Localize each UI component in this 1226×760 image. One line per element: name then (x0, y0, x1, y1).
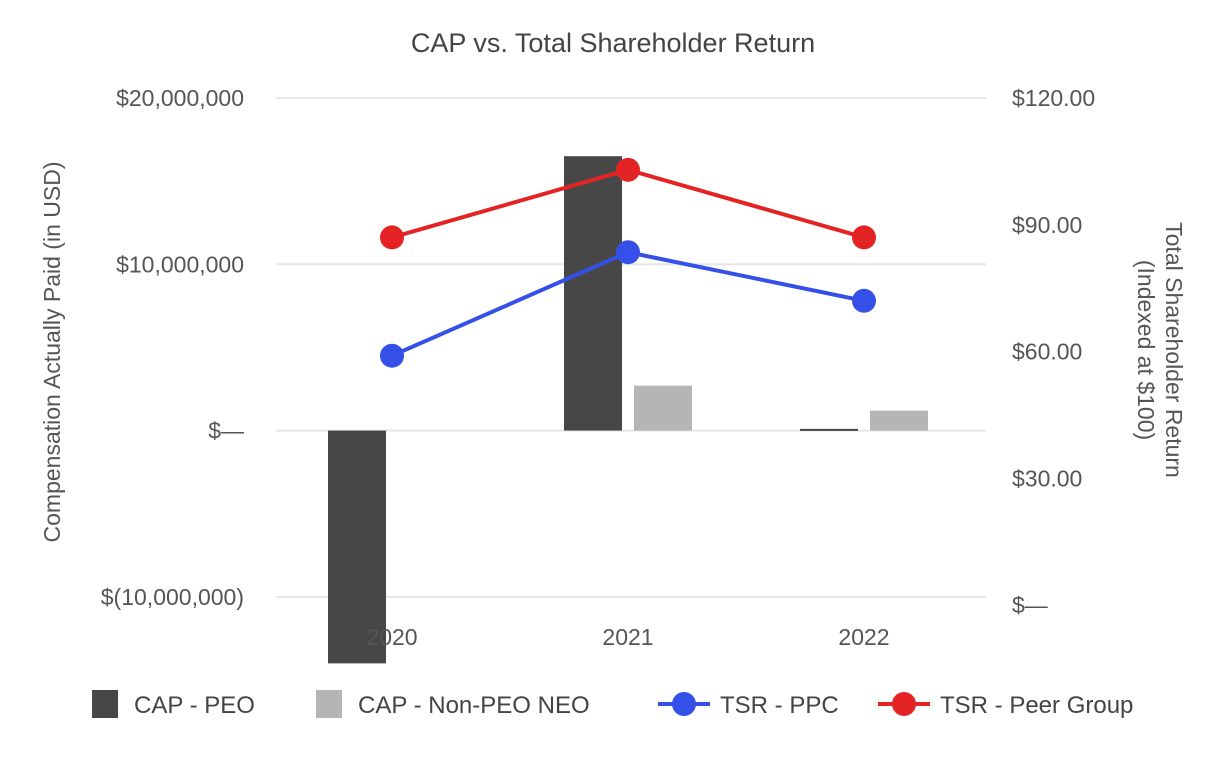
data-point (616, 157, 640, 182)
x-tick-label: 2021 (602, 624, 653, 650)
bar (564, 156, 622, 431)
bar (328, 430, 386, 664)
x-axis-ticks: 2020 2021 2022 (366, 624, 889, 650)
right-axis-label-line2: (Indexed at $100) (1133, 260, 1159, 440)
right-tick-label: $— (1012, 592, 1048, 618)
data-point (616, 240, 640, 265)
right-axis-ticks: $120.00 $90.00 $60.00 $30.00 $— (1012, 85, 1095, 618)
data-point (852, 225, 876, 250)
legend-swatch (92, 690, 118, 718)
chart-title: CAP vs. Total Shareholder Return (411, 28, 815, 58)
data-point (380, 225, 404, 250)
lines (380, 157, 876, 368)
right-tick-label: $60.00 (1012, 339, 1082, 365)
left-tick-label: $20,000,000 (116, 85, 244, 111)
legend-label: TSR - Peer Group (940, 692, 1133, 719)
legend-swatch (316, 690, 342, 718)
left-tick-label: $(10,000,000) (101, 584, 244, 610)
right-axis-label-line1: Total Shareholder Return (1161, 222, 1187, 478)
bar (800, 428, 858, 431)
right-tick-label: $30.00 (1012, 465, 1082, 491)
left-axis-label: Compensation Actually Paid (in USD) (39, 162, 65, 543)
legend: CAP - PEO CAP - Non-PEO NEO TSR - PPC TSR -… (92, 690, 1133, 719)
series-line (391, 250, 865, 358)
x-tick-label: 2022 (838, 624, 889, 650)
right-tick-label: $90.00 (1012, 212, 1082, 238)
bar (634, 385, 692, 431)
legend-marker (672, 692, 696, 716)
right-tick-label: $120.00 (1012, 85, 1095, 111)
left-tick-label: $10,000,000 (116, 251, 244, 277)
legend-label: CAP - Non-PEO NEO (358, 692, 590, 719)
legend-label: TSR - PPC (720, 692, 839, 719)
data-point (852, 288, 876, 313)
x-tick-label: 2020 (366, 624, 417, 650)
bar (870, 410, 928, 431)
legend-marker (892, 692, 916, 716)
left-tick-label: $— (208, 418, 244, 444)
data-point (380, 343, 404, 368)
gridlines (276, 97, 986, 598)
legend-label: CAP - PEO (134, 692, 255, 719)
bars (328, 156, 928, 664)
left-axis-ticks: $20,000,000 $10,000,000 $— $(10,000,000) (101, 85, 244, 610)
